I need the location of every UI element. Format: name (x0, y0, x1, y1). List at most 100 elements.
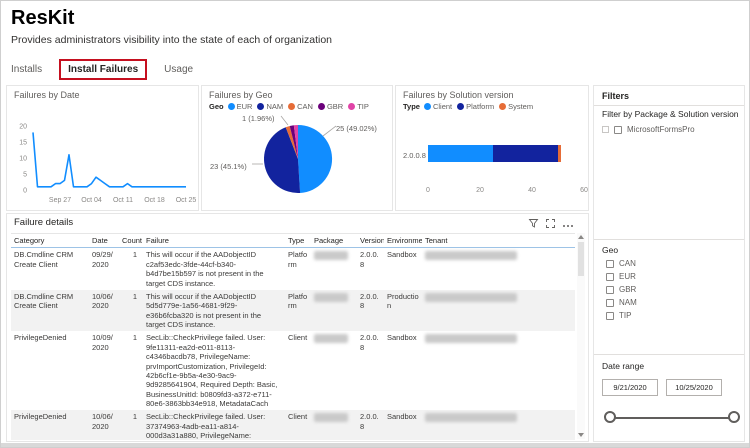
bar-segment-platform[interactable] (493, 145, 558, 162)
cell-version: 2.0.0.8 (360, 333, 379, 352)
checkbox[interactable] (606, 285, 614, 294)
table-row[interactable]: DB.Cmdline CRM Create Client 10/06/2020 1 T… (11, 289, 575, 332)
column-header-count[interactable]: Count (122, 236, 143, 245)
svg-text:Sep 27: Sep 27 (49, 197, 71, 204)
cell-category: DB.Cmdline CRM Create Client (14, 291, 74, 311)
scroll-up-icon[interactable] (578, 235, 584, 239)
failures-by-date-panel: Failures by Date 0 5 10 15 20 Sep 27 Oct 04 Oct… (6, 85, 199, 211)
failures-by-solution-version-panel: Failures by Solution version Type Client P… (395, 85, 589, 211)
table-row[interactable]: PrivilegeDenied 10/09/2020 1 SecLib::CheckP… (11, 331, 575, 410)
cell-date: 10/06/2020 (92, 291, 113, 311)
filter-icon[interactable] (528, 218, 539, 229)
geo-option-gbr[interactable]: GBR (606, 285, 744, 294)
svg-text:20: 20 (19, 124, 27, 131)
bar-segment-client[interactable] (428, 145, 493, 162)
redacted-tenant-value (425, 292, 517, 302)
cell-environment: Sandbox (387, 250, 417, 260)
table-row[interactable]: PrivilegeDenied 10/06/2020 1 SecLib::CheckP… (11, 410, 575, 440)
legend-item-nam[interactable]: NAM (257, 102, 283, 111)
legend-item-gbr[interactable]: GBR (317, 102, 343, 111)
column-header-date[interactable]: Date (92, 236, 108, 245)
cell-package (311, 331, 357, 410)
tab-install-failures[interactable]: Install Failures (59, 59, 148, 80)
pie-slice-can[interactable] (285, 126, 298, 159)
expand-toggle-icon[interactable] (602, 126, 609, 133)
focus-mode-icon[interactable] (545, 218, 556, 229)
legend-item-eur[interactable]: EUR (227, 102, 252, 111)
date-start-input[interactable]: 9/21/2020 (602, 379, 658, 396)
column-header-environment[interactable]: Environment (387, 236, 422, 245)
package-checkbox[interactable] (614, 125, 622, 134)
cell-environment: Production (387, 291, 419, 311)
cell-date: 09/29/2020 (92, 250, 113, 269)
slider-handle-end[interactable] (728, 411, 740, 423)
filters-pane: Filters Filter by Package & Solution ver… (593, 85, 745, 442)
pie-slice-eur[interactable] (298, 124, 333, 193)
cell-type: Client (288, 333, 308, 343)
tab-usage[interactable]: Usage (164, 64, 194, 75)
date-end-input[interactable]: 10/25/2020 (666, 379, 722, 396)
failure-details-panel: Failure details Category Date Count Failure… (6, 213, 589, 442)
geo-filter-title: Geo (602, 245, 619, 255)
cell-environment: Sandbox (387, 333, 417, 343)
solution-version-bar-chart[interactable]: 2.0.0.8 0 20 40 60 (396, 111, 588, 203)
failures-by-geo-pie-chart[interactable] (202, 111, 392, 207)
pie-callout-eur: 25 (49.02%) (336, 124, 377, 133)
window-bottom-edge (1, 443, 749, 447)
chart-title-failures-by-solution-version: Failures by Solution version (403, 90, 514, 100)
table-row[interactable]: DB.Cmdline CRM Create Client 09/29/2020 1 T… (11, 248, 575, 290)
filters-pane-title: Filters (602, 91, 630, 101)
package-filter-label: MicrosoftFormsPro (627, 125, 695, 134)
legend-item-tip[interactable]: TIP (348, 102, 369, 111)
geo-option-nam[interactable]: NAM (606, 298, 744, 307)
legend-dot-icon (317, 103, 325, 110)
geo-option-eur[interactable]: EUR (606, 272, 744, 281)
column-header-package[interactable]: Package (314, 236, 344, 245)
scrollbar-thumb[interactable] (578, 242, 584, 276)
pie-slice-gbr[interactable] (289, 125, 298, 159)
slider-track[interactable] (610, 417, 734, 419)
checkbox[interactable] (606, 259, 614, 268)
table-title: Failure details (14, 217, 74, 228)
table-scrollbar[interactable] (577, 233, 585, 439)
legend-item-platform[interactable]: Platform (457, 102, 494, 111)
checkbox[interactable] (606, 298, 614, 307)
slider-handle-start[interactable] (604, 411, 616, 423)
checkbox[interactable] (606, 272, 614, 281)
column-header-failure[interactable]: Failure (143, 234, 285, 247)
cell-tenant (422, 248, 575, 290)
pie-slice-tip[interactable] (293, 125, 298, 159)
legend-item-client[interactable]: Client (423, 102, 452, 111)
column-header-type[interactable]: Type (288, 236, 305, 245)
redacted-tenant-value (425, 334, 517, 344)
redacted-tenant-value (425, 413, 517, 423)
legend-dot-icon (288, 103, 296, 110)
package-filter-item[interactable]: MicrosoftFormsPro (602, 125, 740, 134)
legend-item-can[interactable]: CAN (288, 102, 313, 111)
legend-item-system[interactable]: System (499, 102, 533, 111)
tab-installs[interactable]: Installs (11, 64, 43, 75)
bar-category-label: 2.0.0.8 (403, 151, 426, 160)
cell-count: 1 (132, 412, 137, 422)
scroll-down-icon[interactable] (578, 433, 584, 437)
cell-failure: This will occur if the AADobjectID c2af5… (146, 250, 264, 288)
more-options-icon[interactable] (562, 218, 574, 229)
bar-segment-system[interactable] (558, 145, 561, 162)
column-header-version[interactable]: Version (360, 236, 384, 245)
legend-dot-icon (499, 103, 507, 110)
geo-option-can[interactable]: CAN (606, 259, 744, 268)
svg-text:Oct 04: Oct 04 (81, 197, 102, 204)
cell-count: 1 (132, 333, 137, 343)
column-header-category[interactable]: Category (14, 236, 45, 245)
pie-callout-nam: 23 (45.1%) (210, 162, 247, 171)
cell-package (311, 248, 357, 290)
cell-environment: Sandbox (387, 412, 417, 422)
checkbox[interactable] (606, 311, 614, 320)
chart-title-failures-by-date: Failures by Date (14, 90, 80, 100)
column-header-tenant[interactable]: Tenant (425, 236, 448, 245)
geo-option-tip[interactable]: TIP (606, 311, 744, 320)
pie-slice-nam[interactable] (264, 127, 301, 194)
failures-by-date-line-chart[interactable]: 0 5 10 15 20 Sep 27 Oct 04 Oct 11 Oct 18 Oct 25 (7, 100, 197, 206)
cell-category: PrivilegeDenied (14, 333, 67, 343)
cell-tenant (422, 290, 575, 332)
